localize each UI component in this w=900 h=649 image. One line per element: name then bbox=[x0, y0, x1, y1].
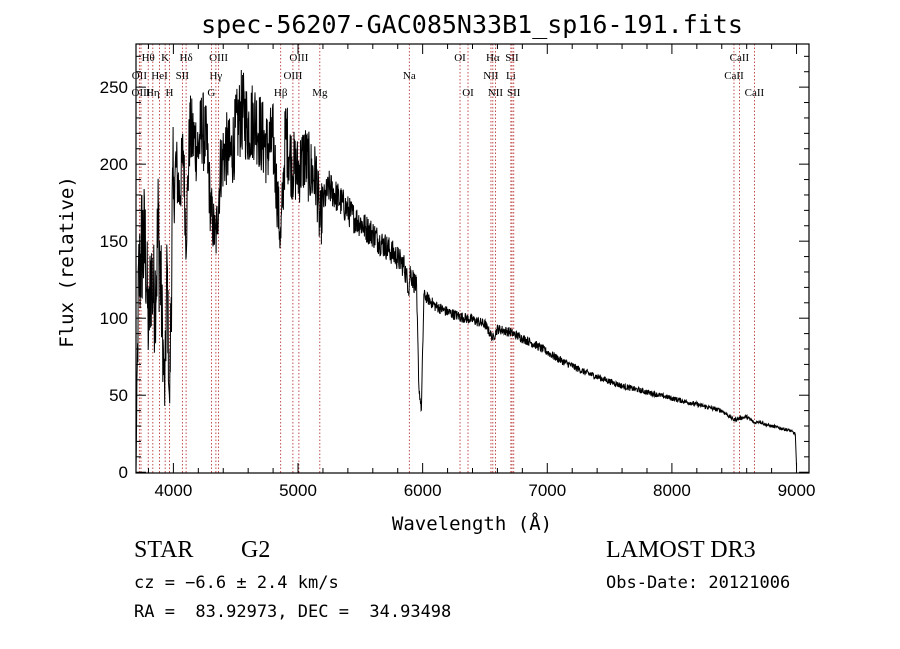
line-label: SII bbox=[176, 70, 190, 82]
line-label: SII bbox=[505, 52, 519, 64]
y-axis: 0 50 100 150 200 250 bbox=[100, 55, 809, 482]
line-label: Hθ bbox=[142, 52, 155, 64]
line-label: NII bbox=[488, 87, 504, 99]
line-label: Hγ bbox=[209, 70, 222, 82]
line-label: Hα bbox=[486, 52, 500, 64]
x-tick-label: 8000 bbox=[653, 481, 691, 500]
line-label: OIII bbox=[289, 52, 308, 64]
spectrum-series bbox=[135, 69, 797, 471]
survey-name: LAMOST DR3 bbox=[606, 537, 756, 563]
redshift-velocity: cz = −6.6 ± 2.4 km/s bbox=[134, 573, 339, 593]
line-label: Mg bbox=[312, 87, 328, 99]
line-label: H bbox=[166, 87, 174, 99]
x-tick-label: 9000 bbox=[778, 481, 816, 500]
line-label: Hδ bbox=[180, 52, 193, 64]
y-axis-label: Flux (relative) bbox=[56, 176, 78, 348]
x-tick-label: 4000 bbox=[154, 481, 192, 500]
observation-date: Obs-Date: 20121006 bbox=[606, 573, 791, 593]
line-label: Hβ bbox=[274, 87, 288, 99]
spectrum-line bbox=[135, 69, 797, 471]
y-tick-label: 200 bbox=[100, 155, 128, 174]
x-axis: 4000 5000 6000 7000 8000 9000 bbox=[147, 44, 816, 500]
line-label: CaII bbox=[730, 52, 750, 64]
line-label: G bbox=[207, 87, 215, 99]
line-label: NII bbox=[483, 70, 499, 82]
chart-title: spec-56207-GAC085N33B1_sp16-191.fits bbox=[201, 10, 743, 39]
y-tick-label: 250 bbox=[100, 78, 128, 97]
line-label: OI bbox=[462, 87, 474, 99]
line-label: Hη bbox=[146, 87, 160, 99]
line-label: CaII bbox=[745, 87, 765, 99]
y-tick-label: 0 bbox=[119, 463, 128, 482]
line-label: CaII bbox=[724, 70, 744, 82]
spectral-subclass: G2 bbox=[241, 537, 271, 563]
y-tick-label: 100 bbox=[100, 309, 128, 328]
line-label: SII bbox=[507, 87, 521, 99]
object-class: STAR bbox=[134, 537, 194, 563]
line-label: OIII bbox=[283, 70, 302, 82]
x-tick-label: 7000 bbox=[528, 481, 566, 500]
line-label: OI bbox=[454, 52, 466, 64]
line-label: OIII bbox=[209, 52, 228, 64]
line-label: HeI bbox=[151, 70, 168, 82]
line-label: K bbox=[161, 52, 169, 64]
y-tick-label: 50 bbox=[109, 386, 128, 405]
x-tick-label: 6000 bbox=[404, 481, 442, 500]
x-axis-label: Wavelength (Å) bbox=[392, 512, 552, 535]
x-tick-label: 5000 bbox=[279, 481, 317, 500]
y-tick-label: 150 bbox=[100, 232, 128, 251]
line-label: Li bbox=[506, 70, 516, 82]
sky-coordinates: RA = 83.92973, DEC = 34.93498 bbox=[134, 602, 452, 622]
line-label: Na bbox=[403, 70, 416, 82]
